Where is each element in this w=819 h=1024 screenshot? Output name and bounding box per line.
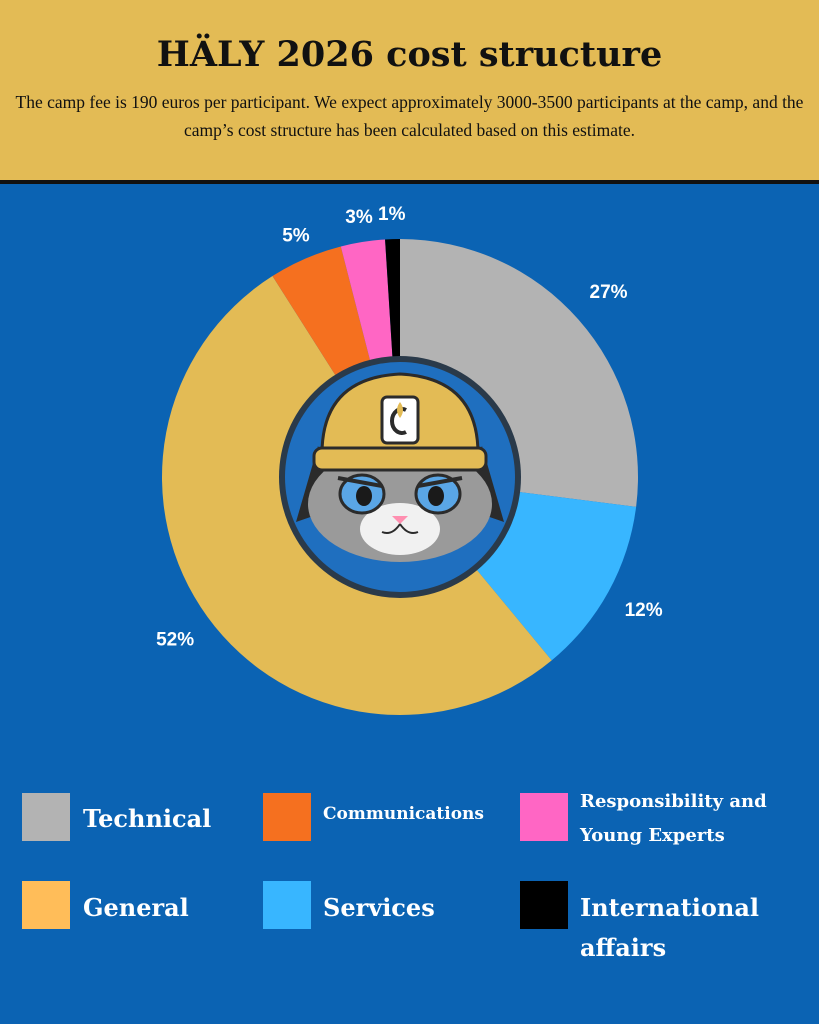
slice-label-technical: 27% <box>590 282 628 303</box>
slice-services <box>476 492 637 661</box>
slice-general <box>162 276 552 715</box>
legend-label-general: General <box>83 893 189 922</box>
slice-label-communications: 5% <box>282 226 310 247</box>
legend-label-services: Services <box>323 893 435 922</box>
chart-labels: 27% 12% 52% 5% 3% 1% <box>156 204 663 650</box>
cat-mascot-icon <box>279 356 521 598</box>
legend-label-international-line1: International <box>580 893 760 922</box>
legend-swatch-communications <box>263 793 311 841</box>
slice-communications <box>272 246 371 376</box>
slice-technical <box>400 239 638 507</box>
page-subtitle: The camp fee is 190 euros per participan… <box>15 92 804 140</box>
legend-label-responsibility-line1: Responsibility and <box>580 791 767 812</box>
chart-slices <box>162 239 638 715</box>
page-title: HÄLY 2026 cost structure <box>156 34 663 75</box>
slice-label-general: 52% <box>156 629 194 650</box>
legend-swatch-general <box>22 881 70 929</box>
legend-swatch-international <box>520 881 568 929</box>
slice-label-responsibility-and-young-experts: 3% <box>345 207 373 228</box>
legend-swatch-technical <box>22 793 70 841</box>
legend-swatch-services <box>263 881 311 929</box>
slice-responsibility-and-young-experts <box>340 239 393 361</box>
header: HÄLY 2026 cost structure The camp fee is… <box>0 0 819 184</box>
legend-label-responsibility-line2: Young Experts <box>580 825 725 846</box>
legend-swatch-responsibility <box>520 793 568 841</box>
donut-chart: 27% 12% 52% 5% 3% 1% <box>156 204 663 715</box>
slice-label-services: 12% <box>625 600 663 621</box>
legend-label-international-line2: affairs <box>580 933 667 962</box>
legend-label-communications: Communications <box>323 804 484 824</box>
slice-international-affairs <box>385 239 400 358</box>
slice-label-international-affairs: 1% <box>378 204 406 225</box>
legend-label-technical: Technical <box>83 804 212 833</box>
